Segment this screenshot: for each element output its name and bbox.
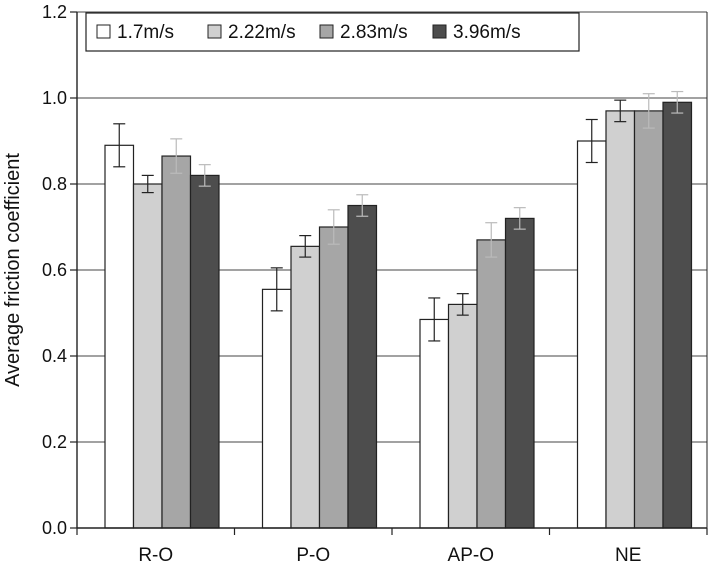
y-tick-label: 1.0	[42, 88, 67, 108]
bar	[504, 217, 535, 529]
legend-label: 2.22m/s	[228, 22, 296, 43]
x-category-label: P-O	[296, 545, 330, 566]
x-category-label: NE	[615, 545, 641, 566]
y-tick-label: 0.4	[42, 346, 67, 366]
bar	[419, 318, 450, 529]
y-tick-labels: 0.0 0.2 0.4 0.6 0.8 1.0 1.2	[42, 2, 67, 538]
bar	[261, 288, 292, 529]
y-axis-title: Average friction coefficient	[2, 153, 24, 387]
y-tick-label: 1.2	[42, 2, 67, 22]
bar	[662, 101, 693, 529]
bar	[161, 155, 192, 529]
legend-swatch	[432, 24, 447, 39]
bars	[104, 101, 693, 529]
y-tick-label: 0.2	[42, 432, 67, 452]
legend: 1.7m/s 2.22m/s 2.83m/s 3.96m/s	[85, 12, 580, 52]
bar	[318, 226, 349, 529]
bar	[476, 239, 507, 529]
error-bars	[113, 90, 684, 342]
bar	[104, 144, 135, 529]
y-tick-label: 0.0	[42, 518, 67, 538]
legend-swatch	[207, 24, 222, 39]
y-tick-label: 0.8	[42, 174, 67, 194]
bar	[447, 303, 478, 529]
bar	[132, 183, 163, 529]
legend-swatch	[96, 24, 111, 39]
legend-box	[85, 12, 580, 52]
y-tick-label: 0.6	[42, 260, 67, 280]
bar	[347, 204, 378, 529]
bar	[290, 245, 321, 529]
bar	[576, 140, 607, 529]
x-category-label: R-O	[138, 545, 173, 566]
axes	[70, 11, 708, 535]
bar	[189, 174, 220, 529]
legend-label: 2.83m/s	[340, 22, 408, 43]
bar	[605, 110, 636, 529]
legend-label: 3.96m/s	[453, 22, 521, 43]
legend-label: 1.7m/s	[117, 22, 174, 43]
x-category-label: AP-O	[448, 545, 494, 566]
legend-swatch	[319, 24, 334, 39]
bar	[633, 110, 664, 529]
x-category-labels: R-O P-O AP-O NE	[138, 545, 641, 566]
